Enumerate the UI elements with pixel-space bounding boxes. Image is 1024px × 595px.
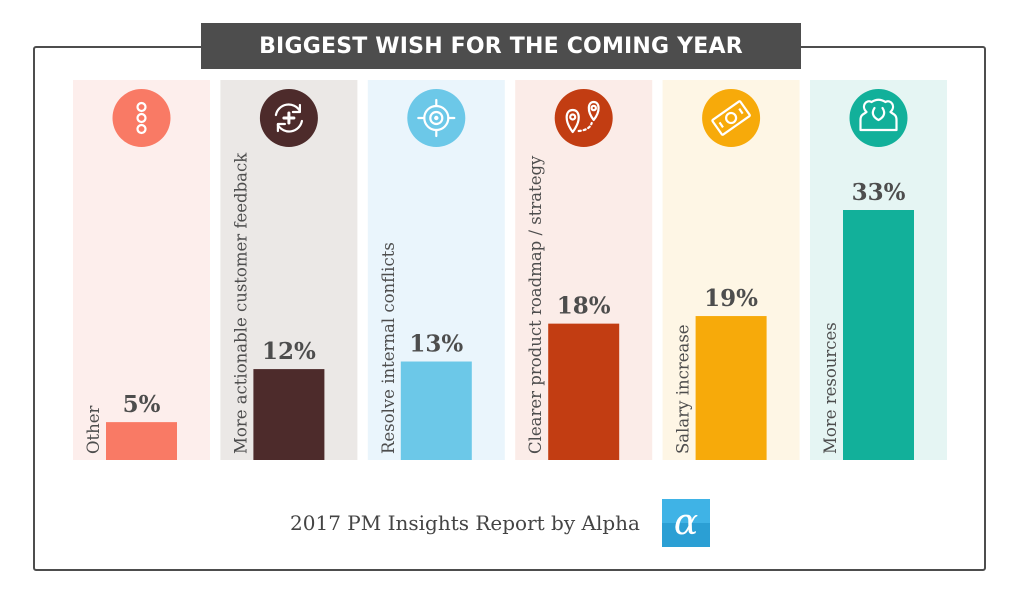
value-label: 5% [123,391,161,418]
footer: 2017 PM Insights Report by Alpha α [270,496,730,550]
category-label: More resources [821,322,840,454]
chart-column: 13% Resolve internal conflicts [367,80,505,460]
chart-column: 12% More actionable customer feedback [220,80,358,460]
category-label: More actionable customer feedback [231,152,250,454]
bar [253,369,325,460]
chart-column: 33% More resources [810,80,947,460]
bar [695,316,767,460]
chart-column: 5% Other [73,80,210,460]
money-bill-icon-circle [702,89,761,147]
value-label: 13% [409,331,463,358]
more-dots-icon-circle [112,89,171,147]
alpha-glyph: α [673,502,699,543]
value-label: 12% [262,338,316,365]
people-icon-circle [849,89,908,147]
chart-column: 18% Clearer product roadmap / strategy [515,80,653,460]
category-label: Salary increase [674,324,693,454]
route-pins-icon [565,100,600,134]
value-label: 33% [852,179,906,206]
alpha-logo: α [661,499,710,547]
people-icon [859,98,898,132]
more-dots-icon [136,101,147,135]
bar [106,422,177,460]
category-label: Other [84,405,103,454]
bar [400,361,472,460]
bar [548,323,620,460]
category-label: Resolve internal conflicts [379,242,398,454]
chart-column: 19% Salary increase [662,80,800,460]
bar [843,210,914,460]
value-label: 18% [557,293,611,320]
target-icon [417,98,456,138]
category-label: Clearer product roadmap / strategy [526,155,545,454]
footer-credit: 2017 PM Insights Report by Alpha [290,511,640,535]
money-bill-icon [711,100,751,136]
value-label: 19% [704,285,758,312]
route-pins-icon-circle [554,89,613,147]
refresh-plus-icon [274,103,303,133]
chart-title: BIGGEST WISH FOR THE COMING YEAR [201,23,801,69]
